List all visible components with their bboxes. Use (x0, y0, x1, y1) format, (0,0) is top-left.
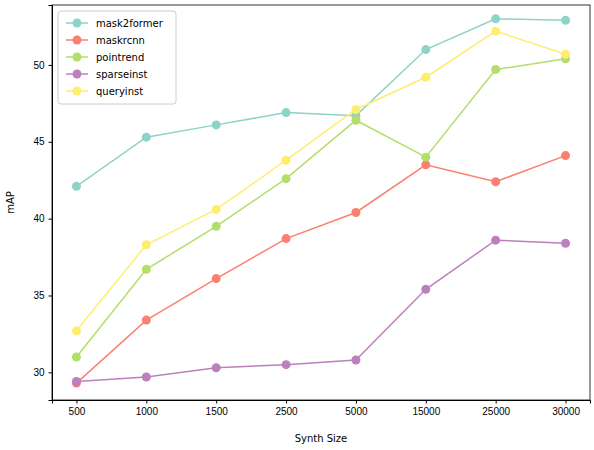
legend-box (58, 11, 176, 104)
series-marker (282, 234, 291, 243)
series-marker (212, 274, 221, 283)
series-marker (212, 222, 221, 231)
series-group (72, 14, 570, 387)
x-axis: 500 1000 1500 2500 5000 15000 25000 30000 (53, 400, 591, 417)
x-tick-mark (496, 400, 497, 404)
x-tick-label: 500 (69, 406, 86, 417)
y-tick-mark (49, 372, 53, 373)
x-tick-label: 5000 (345, 406, 368, 417)
series-marker (351, 105, 360, 114)
y-tick: 40 (33, 213, 52, 224)
x-tick-label: 15000 (412, 406, 440, 417)
series-marker (282, 108, 291, 117)
series-marker (421, 45, 430, 54)
series-marker (421, 160, 430, 169)
x-axis-line (53, 401, 591, 404)
series-marker (491, 14, 500, 23)
legend-marker (73, 87, 82, 96)
series-marker (142, 265, 151, 274)
series-marker (561, 16, 570, 25)
series-marker (421, 285, 430, 294)
y-tick-label: 40 (33, 213, 45, 224)
series-line (76, 156, 565, 383)
series-marker (72, 182, 81, 191)
y-tick-mark (49, 142, 53, 143)
x-tick-mark (426, 400, 427, 404)
legend: mask2former maskrcnn pointrend sparseinst qu… (58, 11, 176, 104)
series-marker (212, 120, 221, 129)
series-marker (351, 356, 360, 365)
series-marker (491, 27, 500, 36)
x-tick-mark (76, 400, 77, 404)
x-axis-title: Synth Size (295, 433, 348, 444)
series-marker (491, 177, 500, 186)
chart: 500 1000 1500 2500 5000 15000 25000 30000 30 35 40… (0, 0, 594, 450)
y-tick-mark (49, 65, 53, 66)
series-marker (72, 377, 81, 386)
legend-label: pointrend (96, 52, 144, 63)
plot-frame (52, 5, 590, 400)
series-marker (72, 326, 81, 335)
legend-marker (73, 53, 82, 62)
x-tick: 500 (69, 400, 86, 417)
series-marker (421, 73, 430, 82)
x-tick: 1000 (136, 400, 159, 417)
series-marker (491, 65, 500, 74)
series-marker (491, 236, 500, 245)
series-marker (561, 151, 570, 160)
legend-label: queryinst (96, 86, 143, 97)
legend-label: sparseinst (96, 69, 147, 80)
y-tick-label: 35 (33, 290, 45, 301)
series-marker (351, 208, 360, 217)
series-marker (142, 372, 151, 381)
y-axis: 30 35 40 45 50 (33, 6, 52, 401)
x-tick-mark (146, 400, 147, 404)
series-marker (561, 239, 570, 248)
y-tick: 50 (33, 60, 52, 71)
series-marker (351, 116, 360, 125)
y-tick-mark (49, 295, 53, 296)
y-tick-mark (49, 219, 53, 220)
series-marker (212, 205, 221, 214)
y-tick-label: 45 (33, 136, 45, 147)
x-tick-mark (216, 400, 217, 404)
plot-area: 500 1000 1500 2500 5000 15000 25000 30000 30 35 40… (33, 5, 590, 417)
series-marker (72, 352, 81, 361)
x-tick: 2500 (275, 400, 298, 417)
x-tick: 30000 (552, 400, 580, 417)
x-tick-label: 1000 (136, 406, 159, 417)
series-line (76, 240, 565, 381)
x-tick-label: 30000 (552, 406, 580, 417)
series-marker (212, 363, 221, 372)
series-marker (282, 174, 291, 183)
series-marker (142, 240, 151, 249)
x-tick-mark (566, 400, 567, 404)
series-marker (421, 153, 430, 162)
y-tick-label: 30 (33, 367, 45, 378)
x-tick-label: 2500 (275, 406, 298, 417)
x-tick: 15000 (412, 400, 440, 417)
y-tick: 30 (33, 367, 52, 378)
x-tick: 5000 (345, 400, 368, 417)
y-axis-title: mAP (5, 191, 16, 214)
x-tick: 1500 (206, 400, 229, 417)
series-marker (282, 360, 291, 369)
y-tick-label: 50 (33, 60, 45, 71)
series-marker (142, 133, 151, 142)
y-tick: 45 (33, 136, 52, 147)
series-marker (561, 50, 570, 59)
y-tick: 35 (33, 290, 52, 301)
series-marker (282, 156, 291, 165)
x-tick-mark (286, 400, 287, 404)
legend-label: maskrcnn (96, 35, 145, 46)
x-tick-label: 1500 (206, 406, 229, 417)
x-tick-label: 25000 (482, 406, 510, 417)
series-marker (142, 316, 151, 325)
legend-marker (73, 70, 82, 79)
legend-label: mask2former (96, 18, 164, 29)
legend-marker (73, 19, 82, 28)
legend-marker (73, 36, 82, 45)
x-tick-mark (356, 400, 357, 404)
x-tick: 25000 (482, 400, 510, 417)
